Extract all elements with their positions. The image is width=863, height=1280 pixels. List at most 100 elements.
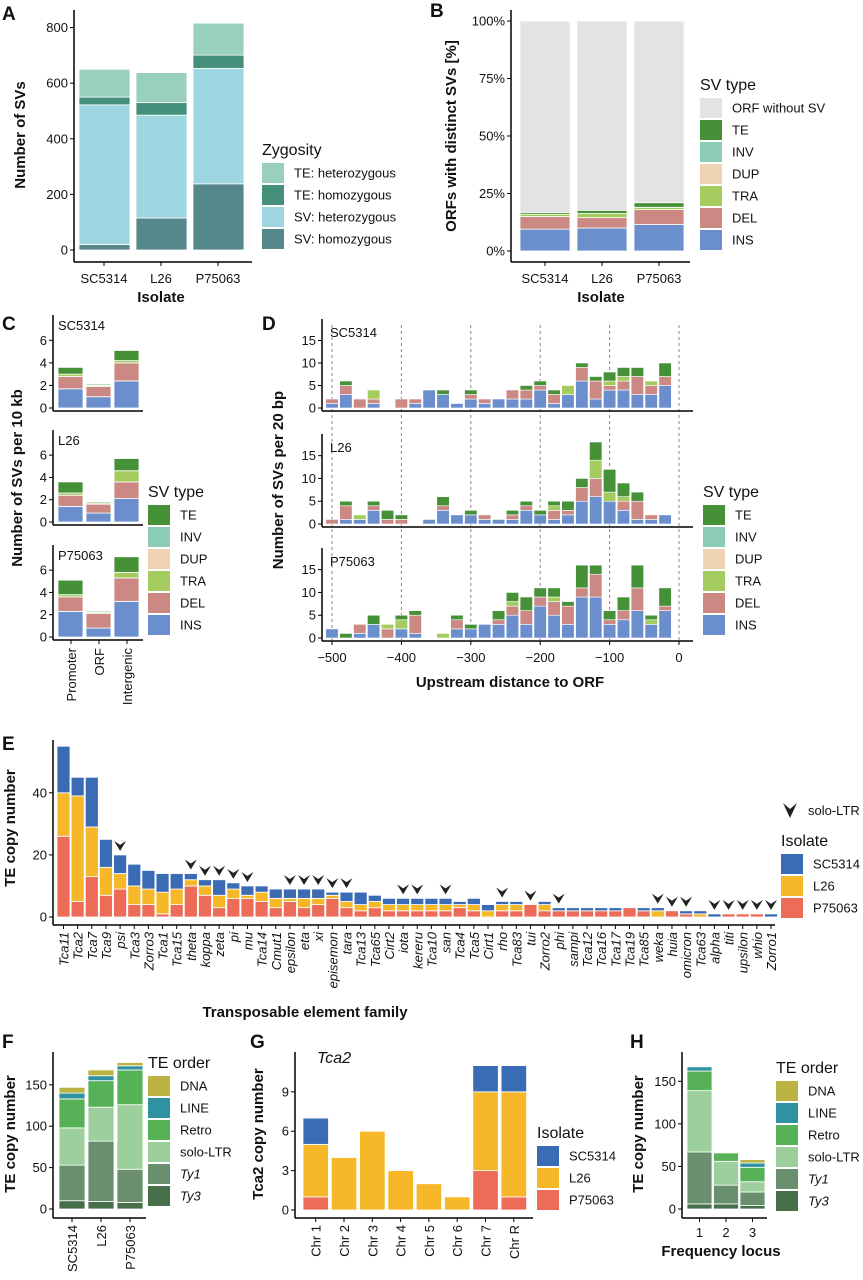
panel-e-bar-segment	[537, 904, 552, 912]
panel-e-x-tick-label: Tca10	[424, 931, 439, 967]
panel-e-legend-swatch	[781, 898, 803, 918]
panel-e-bar-segment	[113, 873, 127, 890]
panel-c-bar-segment	[85, 627, 112, 638]
panel-d-legend-swatch	[703, 505, 725, 525]
panel-a-legend-item: SV: homozygous	[294, 232, 392, 247]
panel-label-g: G	[250, 1032, 265, 1053]
panel-e-bar-segment	[452, 904, 467, 909]
panel-d-bar-segment	[519, 389, 533, 400]
panel-e-x-tick-label: Tca63	[693, 931, 708, 967]
panel-g-bar-segment	[359, 1130, 386, 1211]
panel-h-y-tick-label: 150	[654, 1074, 676, 1089]
panel-d-bar-segment	[505, 510, 519, 516]
panel-e-x-tick-label: xi	[311, 931, 326, 943]
panel-d-bar-segment	[547, 614, 561, 639]
panel-h-bar-segment	[686, 1090, 713, 1153]
panel-b-bar-segment	[633, 20, 685, 204]
panel-e-bar-segment	[268, 897, 283, 909]
panel-d-bar-segment	[519, 385, 533, 391]
panel-e-bar-segment	[537, 901, 552, 905]
panel-b-legend-swatch	[700, 230, 722, 250]
panel-a-legend-swatch	[262, 163, 284, 183]
panel-e-bar-segment	[580, 910, 594, 918]
panel-e-legend-item: L26	[813, 879, 835, 894]
panel-e-bar-segment	[169, 904, 184, 918]
panel-e-bar-segment	[339, 901, 354, 909]
panel-d-bar-segment	[616, 619, 631, 639]
panel-d-legend-swatch	[703, 571, 725, 591]
panel-h-bar-segment	[739, 1181, 766, 1193]
panel-e-bar-segment	[367, 901, 382, 909]
panel-b-legend-item: TE	[732, 123, 749, 138]
panel-g-x-tick-label: Chr 7	[479, 1225, 494, 1257]
panel-h-legend-swatch	[776, 1191, 798, 1211]
panel-e-bar-segment	[594, 910, 609, 918]
panel-d-bar-segment	[464, 398, 478, 409]
panel-e-x-tick-label: Tca4	[453, 932, 468, 960]
panel-d-bar-segment	[436, 389, 450, 395]
panel-d-bar-segment	[367, 505, 381, 511]
panel-e-bar-segment	[198, 879, 212, 887]
panel-d-bar-segment	[325, 519, 339, 525]
solo-ltr-marker-icon	[114, 840, 127, 851]
panel-c-bar-segment	[113, 577, 140, 602]
panel-f-legend-swatch	[148, 1164, 170, 1184]
panel-a-bar-segment	[135, 102, 188, 116]
panel-c-legend-item: TRA	[180, 574, 206, 589]
panel-d-bar-segment	[616, 389, 631, 409]
panel-g-legend-swatch	[537, 1146, 559, 1166]
panel-g-legend-title: Isolate	[537, 1125, 584, 1142]
panel-d-bar-segment	[533, 605, 547, 639]
panel-d-bar-segment	[644, 619, 658, 625]
panel-e-x-tick-label: iota	[396, 932, 411, 953]
panel-b-legend-swatch	[700, 164, 722, 184]
panel-d-bar-segment	[630, 610, 644, 639]
panel-e-bar-segment	[282, 901, 297, 918]
panel-e-ylabel: TE copy number	[2, 769, 19, 887]
panel-d-bar-segment	[547, 394, 561, 404]
panel-e-x-tick-label: Tca14	[255, 932, 270, 967]
panel-e-bar-segment	[452, 907, 467, 918]
panel-e-x-tick-label: Tca13	[354, 931, 369, 967]
panel-d-bar-segment	[464, 510, 478, 516]
panel-h-bar-segment	[713, 1152, 739, 1162]
panel-d-bar-segment	[603, 624, 617, 639]
panel-d-bar-segment	[367, 389, 381, 400]
panel-e-x-tick-label: Tca5	[467, 931, 482, 959]
panel-d-bar-segment	[436, 496, 450, 507]
panel-e-x-tick-label: Cmut1	[269, 932, 284, 970]
panel-d-bar-segment	[589, 573, 603, 598]
panel-d-bar-segment	[630, 394, 644, 409]
panel-c-y-tick-label: 0	[40, 401, 47, 416]
panel-d-bar-segment	[630, 367, 644, 377]
panel-e-bar-segment	[466, 910, 481, 918]
panel-d-bar-segment	[547, 587, 561, 598]
panel-f-bar-segment	[116, 1069, 144, 1106]
panel-a-bar-segment	[78, 68, 131, 98]
panel-e-bar-segment	[268, 907, 283, 918]
panel-h-bar-segment	[713, 1151, 739, 1154]
panel-f-bar-segment	[58, 1200, 86, 1210]
panel-e-bar-segment	[339, 907, 354, 918]
panel-d-bar-segment	[589, 496, 603, 525]
panel-c-bar-segment	[113, 362, 140, 382]
panel-d-bar-segment	[394, 519, 408, 525]
panel-d-bar-segment	[505, 601, 519, 607]
panel-d-bar-segment	[561, 601, 575, 607]
panel-a-x-tick-label: SC5314	[81, 271, 128, 286]
panel-d-legend-item: INS	[735, 618, 757, 633]
panel-g-bar-segment	[472, 1170, 499, 1211]
panel-label-a: A	[2, 4, 16, 25]
panel-d-bar-segment	[589, 441, 603, 461]
panel-d-bar-segment	[589, 478, 603, 497]
panel-d-bar-segment	[575, 478, 589, 488]
panel-e-bar-segment	[665, 910, 679, 918]
panel-e-bar-segment	[84, 876, 99, 918]
panel-d-facet-label: L26	[330, 440, 352, 455]
panel-d-bar-segment	[547, 510, 561, 520]
panel-e-bar-segment	[452, 901, 467, 905]
panel-d-bar-segment	[339, 394, 353, 409]
panel-g-bar-segment	[500, 1196, 528, 1211]
solo-ltr-marker-icon	[651, 893, 664, 904]
panel-e-x-tick-label: Tca2	[71, 931, 86, 959]
